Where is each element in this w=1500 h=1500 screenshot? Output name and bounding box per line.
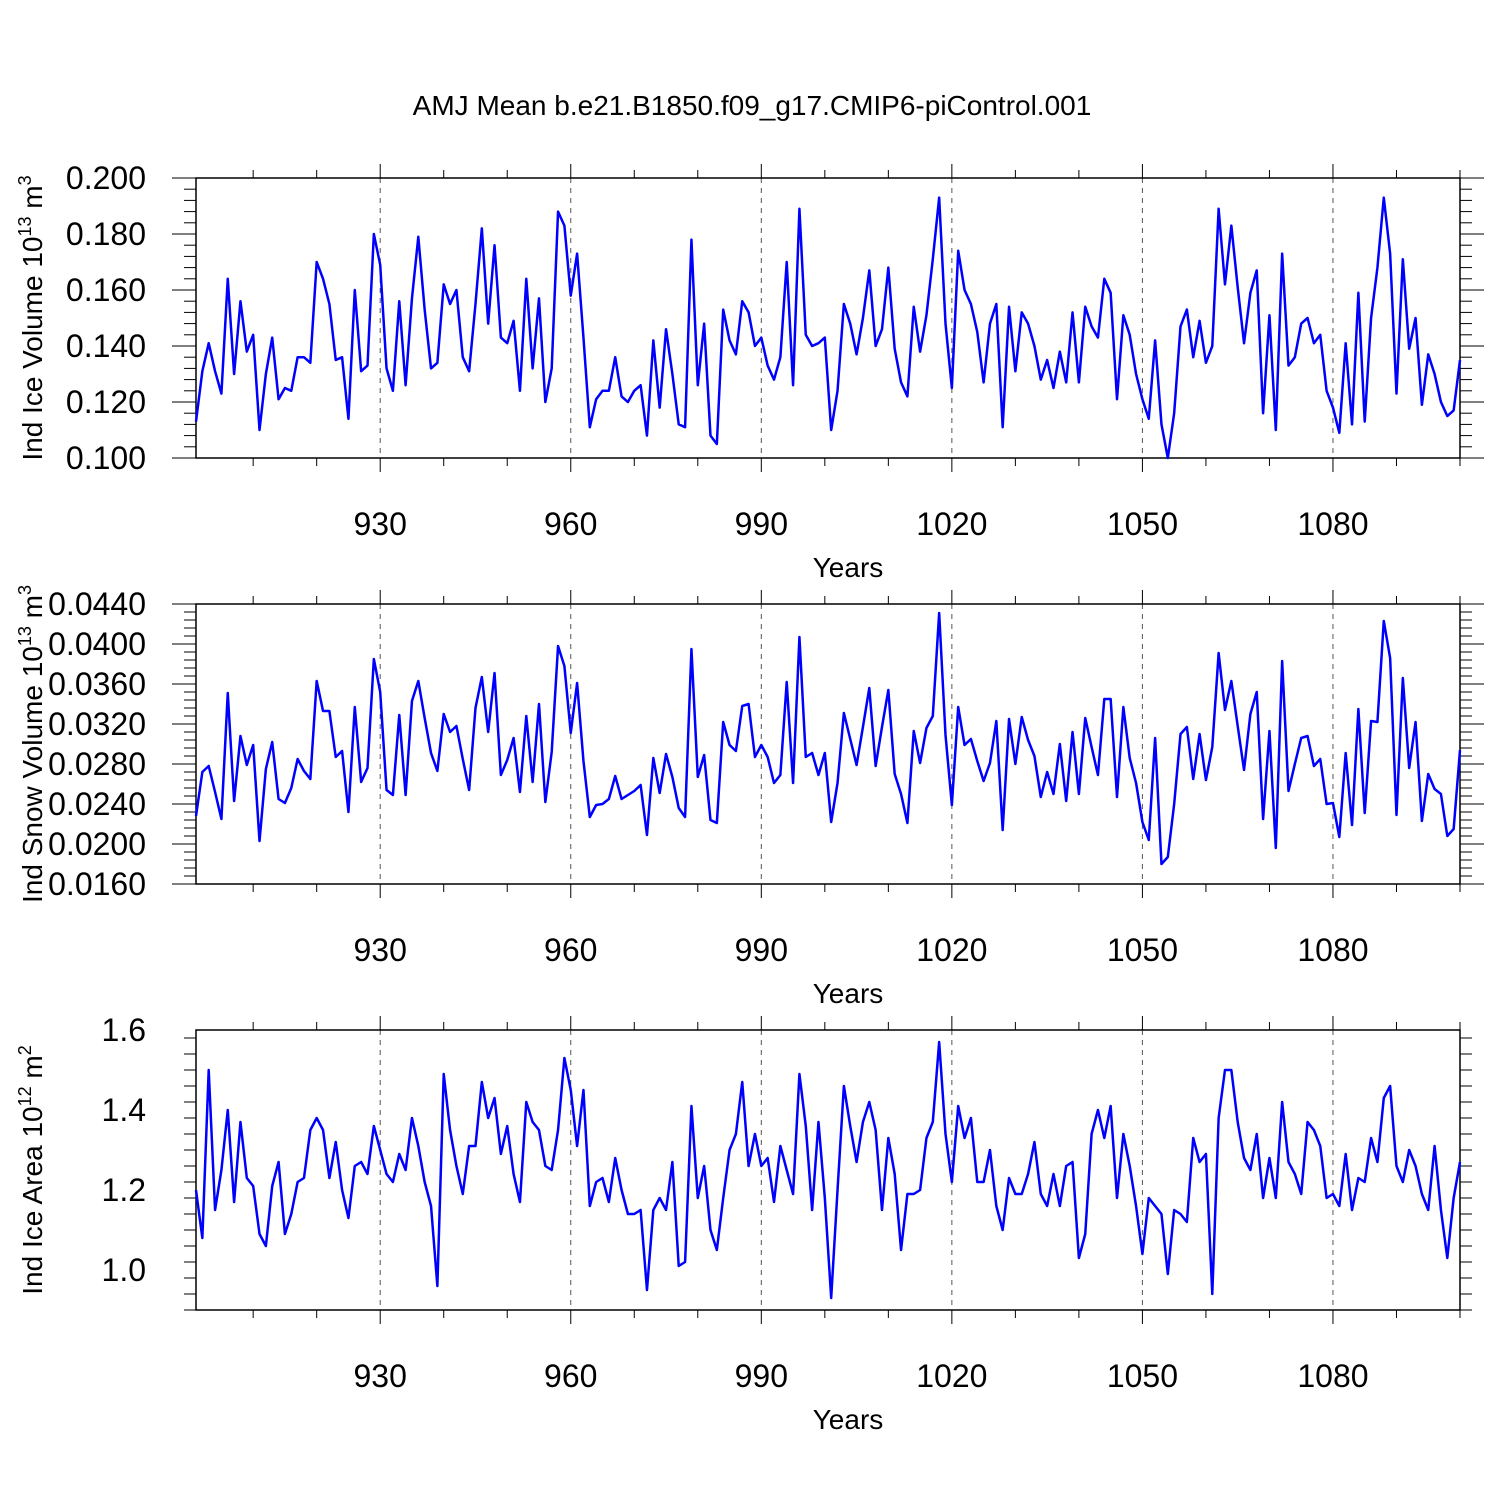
x-tick-label: 1020 <box>916 506 987 542</box>
y-tick-label: 0.120 <box>66 384 146 420</box>
x-tick-label: 960 <box>544 506 597 542</box>
y-axis-label-text: m <box>17 185 48 216</box>
x-axis-label: Years <box>813 1404 884 1435</box>
y-axis-label-superscript: 13 <box>15 216 35 236</box>
x-tick-label: 960 <box>544 1358 597 1394</box>
chart-panel-1: 930 960 990 1020 1050 1080 0.100 0.120 0.140 0.16… <box>15 160 1484 583</box>
chart-title: AMJ Mean b.e21.B1850.f09_g17.CMIP6-piCon… <box>413 90 1092 121</box>
y-tick-label: 0.160 <box>66 272 146 308</box>
x-tick-label: 930 <box>354 1358 407 1394</box>
plot-frame <box>195 1029 1461 1311</box>
y-axis-label-superscript: 12 <box>15 1086 35 1106</box>
x-tick-label: 1020 <box>916 1358 987 1394</box>
x-tick-label: 1080 <box>1297 932 1368 968</box>
x-axis-label: Years <box>813 552 884 583</box>
plot-frame <box>195 603 1461 885</box>
series-line <box>194 196 1462 460</box>
x-tick-label: 1050 <box>1107 506 1178 542</box>
x-tick-label: 1050 <box>1107 1358 1178 1394</box>
y-tick-label: 0.100 <box>66 440 146 476</box>
y-tick-label: 0.0280 <box>48 746 146 782</box>
x-tick-label: 990 <box>735 506 788 542</box>
y-axis-label: Ind Snow Volume 1013 m3 <box>15 585 48 903</box>
y-tick-label: 0.0360 <box>48 666 146 702</box>
y-tick-label: 0.0440 <box>48 586 146 622</box>
y-axis-label-superscript: 3 <box>15 175 35 185</box>
y-tick-label: 0.140 <box>66 328 146 364</box>
chart-panel-3: 930 960 990 1020 1050 1080 1.0 1.2 1.4 1.6 Years In… <box>15 1012 1472 1435</box>
x-tick-label: 1080 <box>1297 1358 1368 1394</box>
x-tick-label: 930 <box>354 932 407 968</box>
x-tick-label: 990 <box>735 1358 788 1394</box>
y-tick-label: 0.0240 <box>48 786 146 822</box>
y-axis-label-text: Ind Ice Area 10 <box>17 1106 48 1294</box>
y-axis-label: Ind Ice Volume 1013 m3 <box>15 175 48 460</box>
y-tick-label: 0.0320 <box>48 706 146 742</box>
y-axis-label-superscript: 3 <box>15 585 35 595</box>
x-tick-label: 1080 <box>1297 506 1368 542</box>
x-tick-label: 1050 <box>1107 932 1178 968</box>
series-line <box>194 1040 1462 1300</box>
y-tick-label: 1.0 <box>102 1252 146 1288</box>
y-tick-label: 1.2 <box>102 1172 146 1208</box>
y-tick-label: 1.4 <box>102 1092 146 1128</box>
chart-panels: 930 960 990 1020 1050 1080 0.100 0.120 0.140 0.16… <box>15 160 1484 1435</box>
x-tick-label: 960 <box>544 932 597 968</box>
x-axis-label: Years <box>813 978 884 1009</box>
y-tick-label: 0.0400 <box>48 626 146 662</box>
y-axis-label-superscript: 13 <box>15 626 35 646</box>
y-axis-label-text: m <box>17 1055 48 1086</box>
y-axis-label: Ind Ice Area 1012 m2 <box>15 1045 48 1295</box>
y-tick-label: 1.6 <box>102 1012 146 1048</box>
y-tick-label: 0.0160 <box>48 866 146 902</box>
x-tick-label: 990 <box>735 932 788 968</box>
y-axis-label-text: Ind Ice Volume 10 <box>17 237 48 461</box>
plot-frame <box>195 177 1461 459</box>
series-line <box>194 611 1462 866</box>
y-tick-label: 0.180 <box>66 216 146 252</box>
y-tick-label: 0.200 <box>66 160 146 196</box>
y-axis-label-text: Ind Snow Volume 10 <box>17 646 48 903</box>
x-tick-label: 1020 <box>916 932 987 968</box>
y-axis-label-text: m <box>17 595 48 626</box>
chart-panel-2: 930 960 990 1020 1050 1080 0.0160 0.0200 0.0240 0… <box>15 585 1484 1009</box>
y-tick-label: 0.0200 <box>48 826 146 862</box>
x-tick-label: 930 <box>354 506 407 542</box>
y-axis-label-superscript: 2 <box>15 1045 35 1055</box>
